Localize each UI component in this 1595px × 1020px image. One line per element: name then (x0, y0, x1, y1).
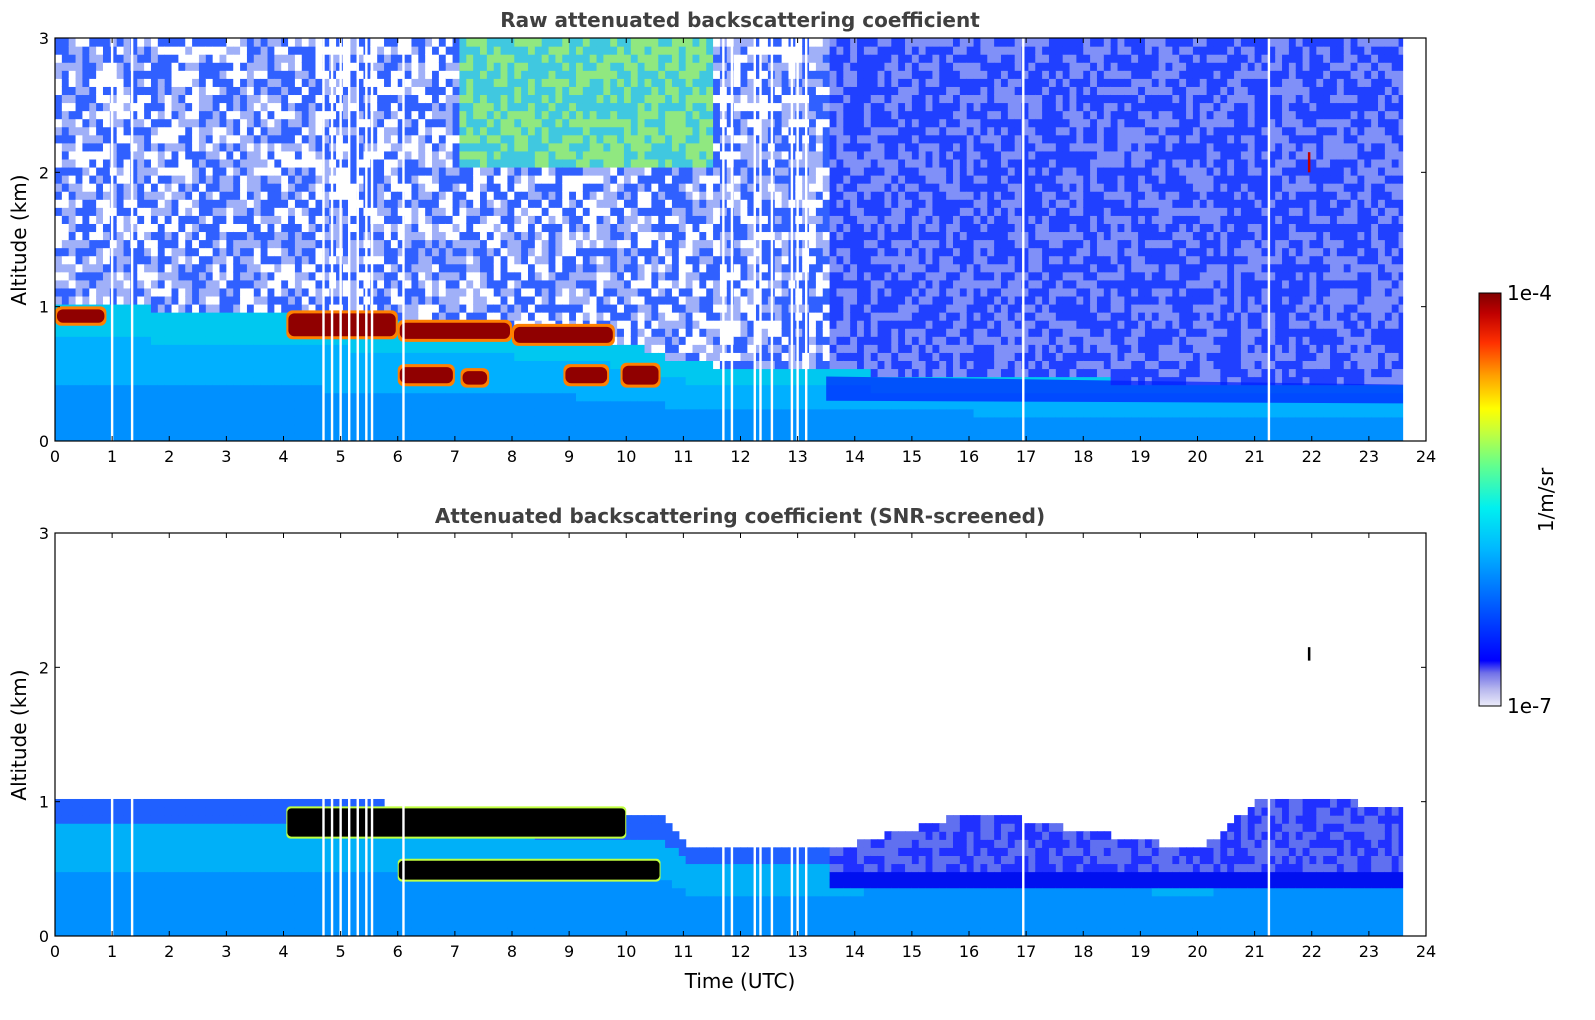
y-tick-label: 0 (39, 432, 49, 451)
x-tick-label: 4 (278, 942, 288, 961)
x-tick-label: 13 (787, 447, 807, 466)
x-tick-label: 12 (730, 447, 750, 466)
screened-heatmap (55, 533, 1426, 936)
colorbar: 1e-4 1e-7 1/m/sr (1478, 281, 1558, 718)
x-tick-label: 1 (107, 447, 117, 466)
x-tick-label: 7 (450, 447, 460, 466)
x-tick-label: 23 (1359, 447, 1379, 466)
x-tick-label: 3 (221, 447, 231, 466)
x-tick-label: 0 (50, 942, 60, 961)
x-tick-label: 20 (1187, 447, 1207, 466)
screened-panel: Attenuated backscattering coefficient (S… (7, 504, 1436, 993)
x-tick-label: 13 (787, 942, 807, 961)
colorbar-min-label: 1e-7 (1507, 694, 1552, 718)
y-tick-label: 3 (39, 524, 49, 543)
x-tick-label: 8 (507, 942, 517, 961)
x-tick-label: 24 (1416, 447, 1436, 466)
x-tick-label: 21 (1244, 942, 1264, 961)
x-tick-label: 4 (278, 447, 288, 466)
screened-y-axis-label: Altitude (km) (7, 669, 31, 800)
y-tick-label: 1 (39, 298, 49, 317)
x-tick-label: 2 (164, 942, 174, 961)
x-tick-label: 1 (107, 942, 117, 961)
screened-axes: 0 1 2 3 4 5 6 7 8 9 10 11 12 13 14 15 16 17 18 19 20 21 22 23 24… (39, 524, 1436, 961)
colorbar-unit-label: 1/m/sr (1534, 467, 1558, 532)
x-tick-label: 24 (1416, 942, 1436, 961)
x-tick-label: 22 (1302, 942, 1322, 961)
x-tick-label: 16 (959, 942, 979, 961)
x-tick-label: 20 (1187, 942, 1207, 961)
x-tick-label: 15 (902, 447, 922, 466)
y-tick-label: 2 (39, 658, 49, 677)
x-tick-label: 19 (1130, 942, 1150, 961)
colorbar-max-label: 1e-4 (1507, 281, 1552, 305)
x-tick-label: 15 (902, 942, 922, 961)
raw-panel: Raw attenuated backscattering coefficien… (7, 8, 1436, 466)
raw-heatmap (55, 38, 1426, 441)
x-tick-label: 7 (450, 942, 460, 961)
x-tick-label: 21 (1244, 447, 1264, 466)
x-tick-label: 11 (673, 447, 693, 466)
x-tick-label: 14 (845, 447, 865, 466)
x-tick-label: 14 (845, 942, 865, 961)
x-tick-label: 9 (564, 447, 574, 466)
y-tick-label: 0 (39, 927, 49, 946)
raw-panel-title: Raw attenuated backscattering coefficien… (500, 8, 980, 32)
x-tick-label: 17 (1016, 942, 1036, 961)
x-tick-label: 11 (673, 942, 693, 961)
x-tick-label: 2 (164, 447, 174, 466)
x-tick-label: 6 (393, 447, 403, 466)
x-tick-label: 19 (1130, 447, 1150, 466)
raw-axes: 0 1 2 3 4 5 6 7 8 9 10 11 12 13 14 15 16 17 18 19 20 21 22 23 24… (39, 29, 1436, 466)
x-tick-label: 23 (1359, 942, 1379, 961)
y-tick-label: 1 (39, 793, 49, 812)
raw-y-axis-label: Altitude (km) (7, 174, 31, 305)
x-axis-label: Time (UTC) (684, 969, 796, 993)
x-tick-label: 17 (1016, 447, 1036, 466)
y-tick-label: 2 (39, 163, 49, 182)
x-tick-label: 6 (393, 942, 403, 961)
colorbar-gradient (1478, 292, 1502, 707)
x-tick-label: 12 (730, 942, 750, 961)
x-tick-label: 16 (959, 447, 979, 466)
x-tick-label: 8 (507, 447, 517, 466)
x-tick-label: 5 (336, 942, 346, 961)
screened-panel-title: Attenuated backscattering coefficient (S… (435, 504, 1045, 528)
y-tick-label: 3 (39, 29, 49, 48)
x-tick-label: 0 (50, 447, 60, 466)
x-tick-label: 22 (1302, 447, 1322, 466)
x-tick-label: 10 (616, 942, 636, 961)
x-tick-label: 18 (1073, 447, 1093, 466)
x-tick-label: 9 (564, 942, 574, 961)
x-tick-label: 3 (221, 942, 231, 961)
x-tick-label: 18 (1073, 942, 1093, 961)
x-tick-label: 10 (616, 447, 636, 466)
x-tick-label: 5 (336, 447, 346, 466)
